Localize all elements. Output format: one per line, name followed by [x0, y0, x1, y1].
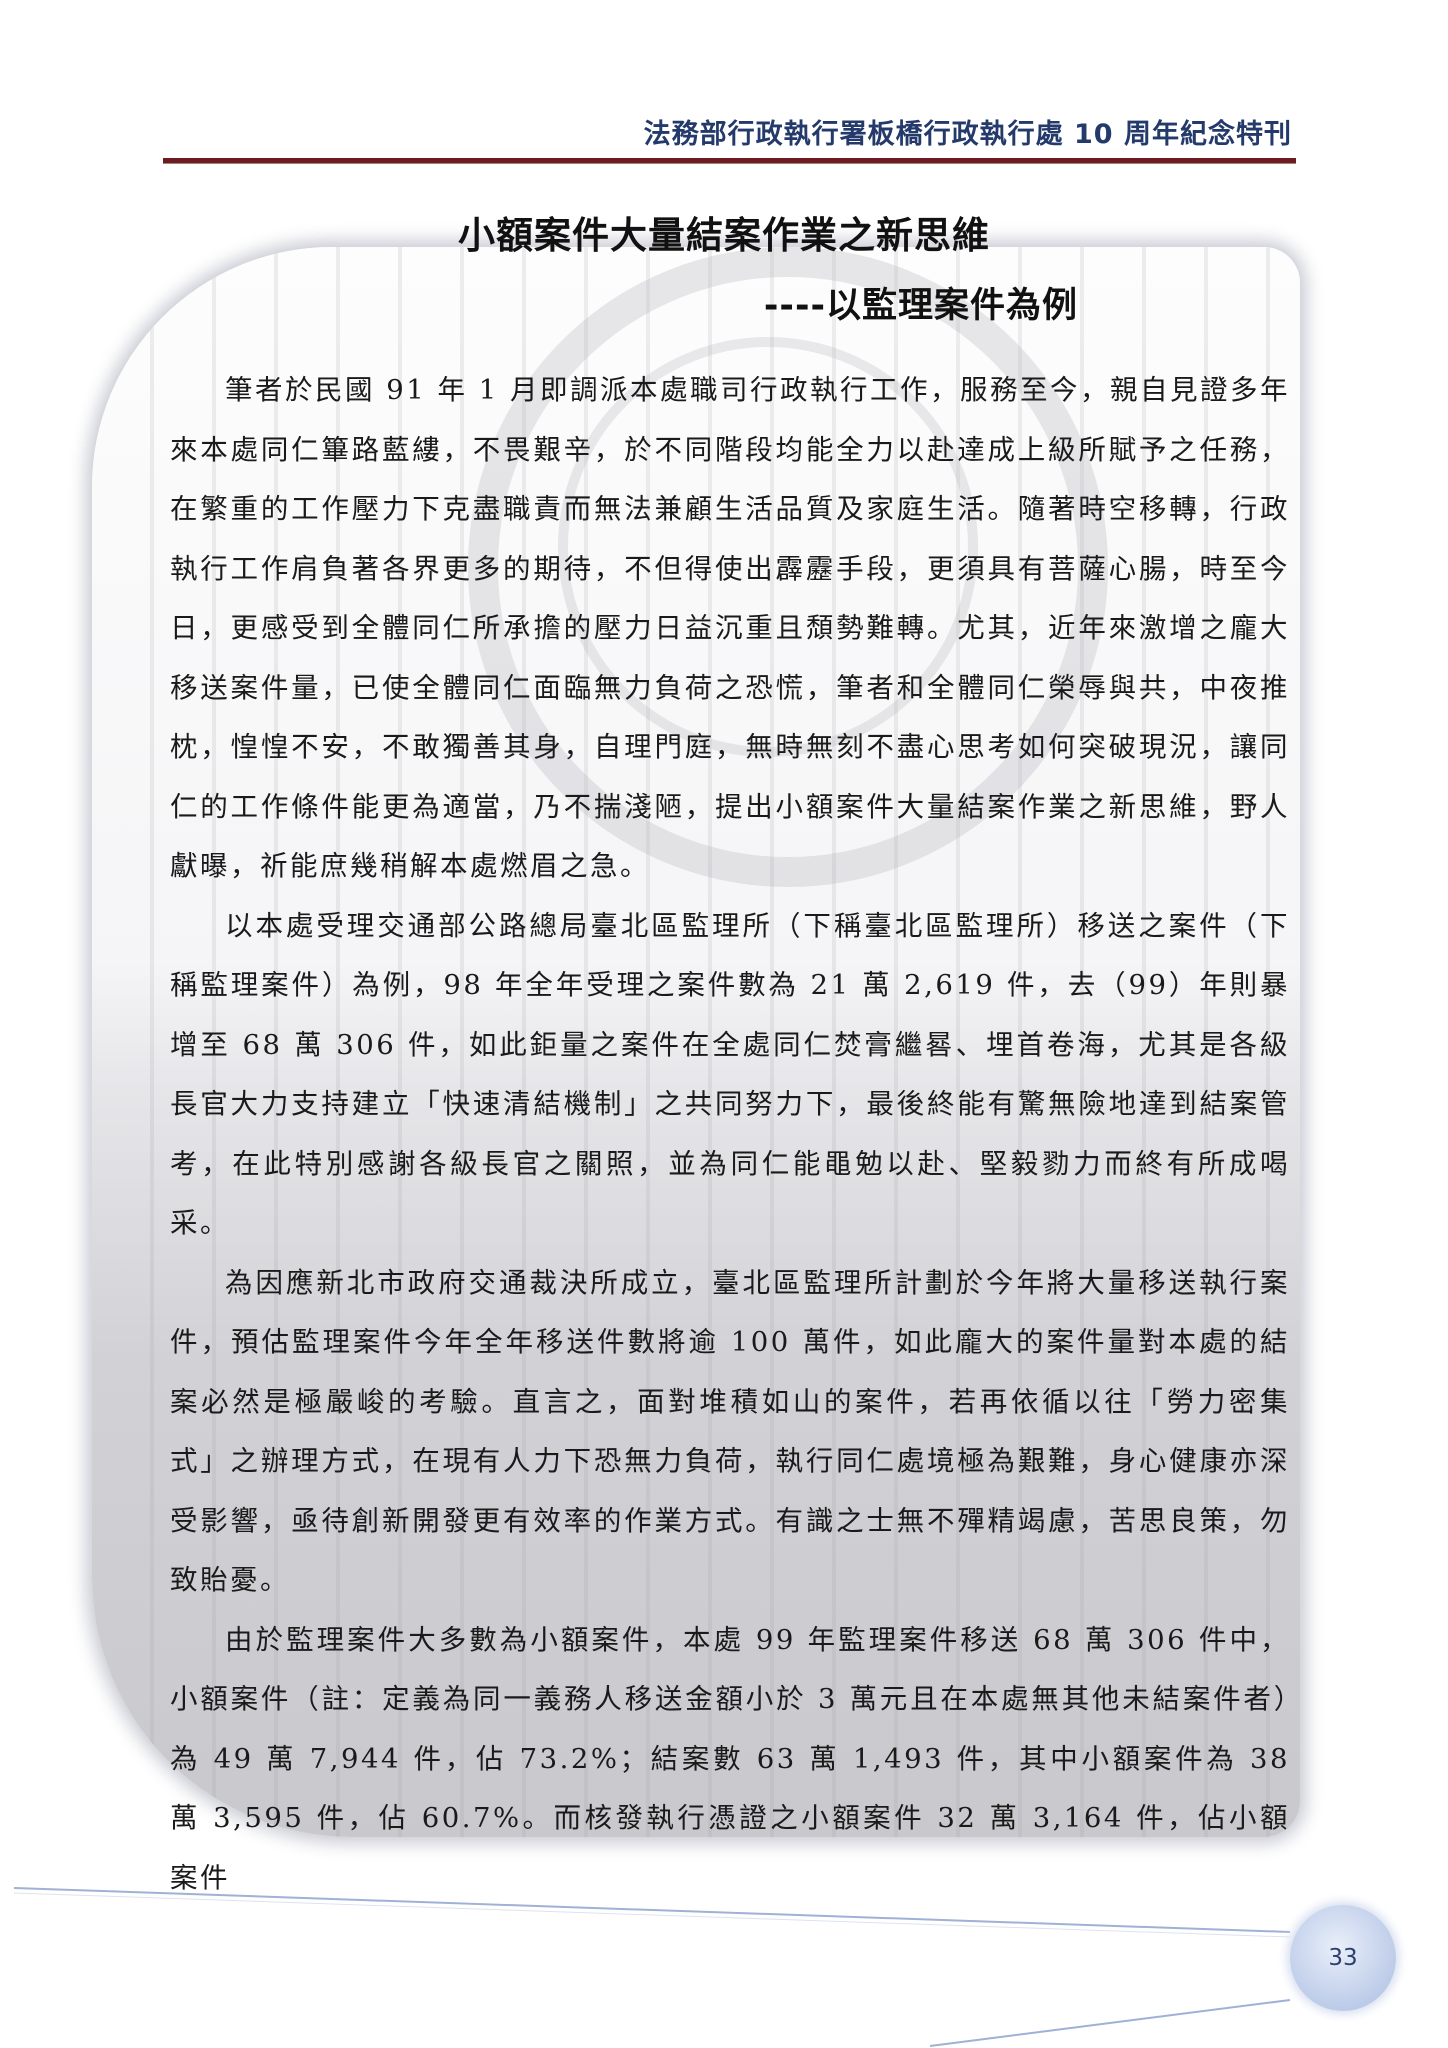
page-number-badge: 33	[1290, 1905, 1396, 2011]
page-number: 33	[1328, 1945, 1357, 1971]
